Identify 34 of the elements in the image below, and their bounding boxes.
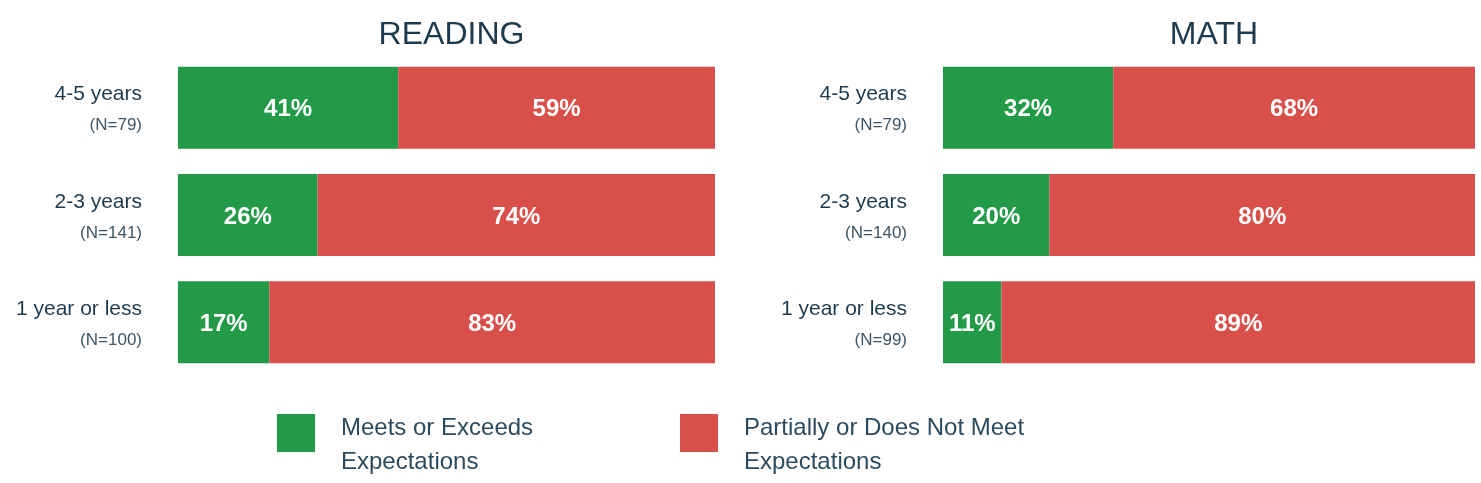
data-label: 26%	[223, 201, 272, 229]
bar	[269, 281, 715, 364]
bar	[1049, 174, 1475, 256]
data-label: 89%	[1214, 308, 1263, 336]
bar	[943, 281, 1002, 364]
bar	[317, 174, 715, 256]
y-tick-label: 4-5 years (N=79)	[54, 81, 142, 135]
y-tick-label: 2-3 years (N=140)	[819, 188, 907, 242]
y-tick-label: 4-5 years (N=79)	[819, 81, 907, 135]
data-label: 59%	[532, 94, 581, 122]
chart-title: READING	[378, 15, 525, 51]
bar	[1113, 66, 1475, 149]
data-label: 83%	[468, 308, 517, 336]
bar	[178, 174, 318, 256]
data-label: 74%	[492, 201, 541, 229]
bar	[943, 66, 1114, 149]
legend-label: Partially or Does Not Meet Expectations	[744, 412, 1026, 476]
data-label: 20%	[972, 201, 1021, 229]
data-label: 41%	[264, 94, 313, 122]
chart-title: MATH	[1169, 15, 1259, 51]
bar	[943, 174, 1050, 256]
y-tick-label: 1 year or less (N=100)	[15, 295, 142, 349]
data-label: 11%	[948, 308, 996, 336]
bar	[178, 66, 399, 149]
data-label: 32%	[1004, 94, 1053, 122]
bar	[1001, 281, 1475, 364]
y-tick-label: 1 year or less (N=99)	[780, 295, 907, 349]
legend-label: Meets or Exceeds Expectations	[341, 412, 535, 476]
y-tick-label: 2-3 years (N=141)	[54, 188, 142, 242]
data-label: 68%	[1270, 94, 1319, 122]
data-label: 17%	[199, 308, 248, 336]
bar	[398, 66, 715, 149]
data-label: 80%	[1238, 201, 1287, 229]
bar	[178, 281, 270, 364]
